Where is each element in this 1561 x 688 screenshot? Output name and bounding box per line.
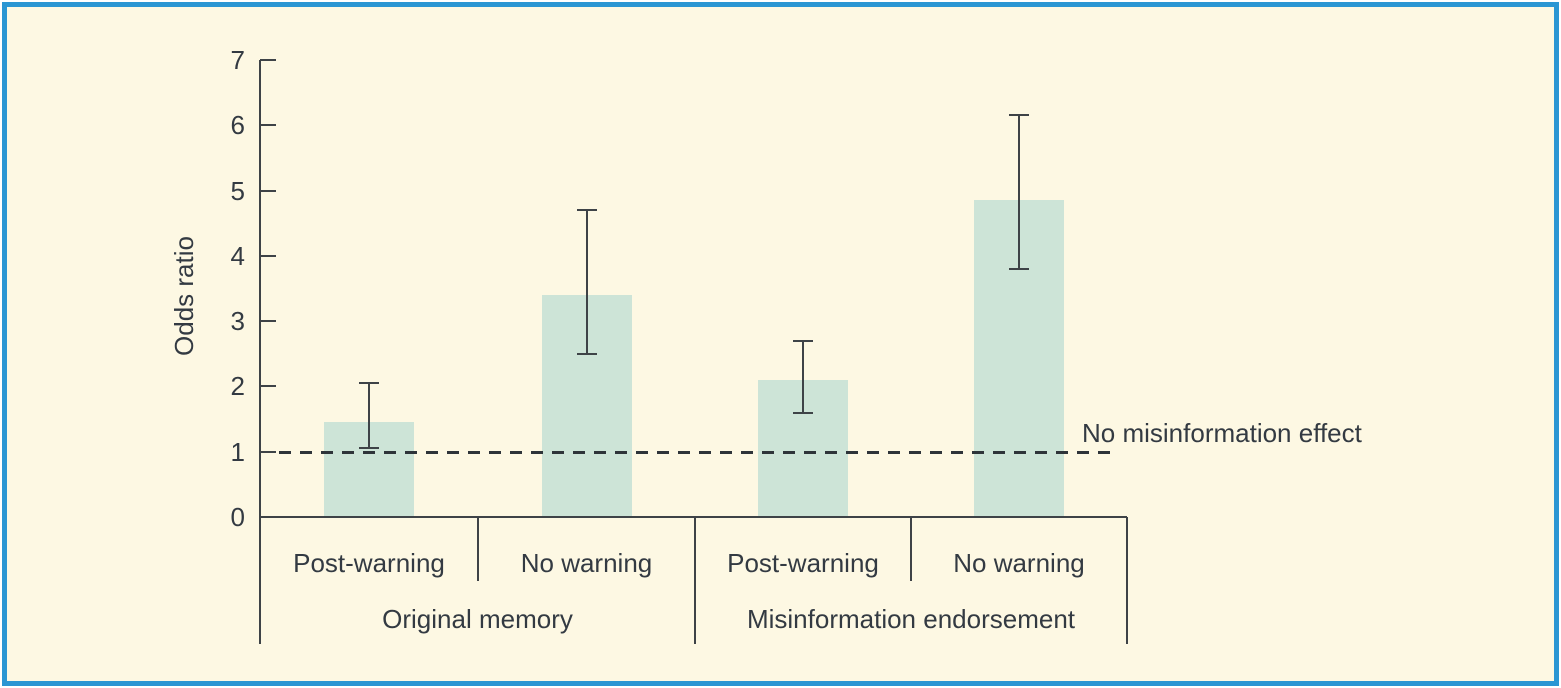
reference-line [279, 450, 1118, 454]
condition-label: No warning [953, 548, 1085, 578]
y-tick-label: 6 [230, 110, 245, 141]
y-axis-label: Odds ratio [169, 236, 199, 356]
error-bar-cap [1009, 267, 1029, 270]
error-bar-cap [793, 339, 813, 342]
y-tick [260, 124, 276, 127]
error-bar-cap [359, 382, 379, 385]
group-separator [694, 517, 696, 644]
group-label: Original memory [382, 604, 573, 634]
error-bar-cap [1009, 114, 1029, 117]
condition-separator [910, 517, 912, 581]
y-tick [260, 320, 276, 323]
y-tick-label: 3 [230, 306, 245, 337]
y-tick-label: 1 [230, 436, 245, 467]
error-bar-line [368, 383, 370, 449]
condition-label: Post-warning [727, 548, 879, 578]
error-bar-line [802, 340, 804, 413]
error-bar-line [585, 210, 588, 354]
x-axis [260, 516, 1127, 518]
y-tick [260, 385, 276, 388]
error-bar-cap [576, 209, 597, 212]
y-tick [260, 254, 276, 257]
condition-label: Post-warning [293, 548, 445, 578]
table-right-border [1126, 517, 1128, 644]
y-axis [259, 60, 261, 644]
y-tick-label: 0 [230, 502, 245, 532]
error-bar-cap [793, 411, 813, 414]
group-label: Misinformation endorsement [746, 604, 1076, 634]
y-tick-label: 7 [230, 44, 245, 75]
y-tick-label: 2 [230, 371, 245, 402]
error-bar-line [1018, 115, 1020, 269]
y-tick-label: 5 [230, 175, 245, 206]
reference-line-label: No misinformation effect [1082, 418, 1362, 448]
y-tick-label: 4 [230, 240, 245, 271]
error-bar-cap [359, 447, 379, 450]
condition-label: No warning [520, 548, 653, 578]
y-tick [260, 450, 276, 453]
y-tick [260, 58, 276, 61]
condition-separator [477, 517, 479, 581]
error-bar-cap [576, 352, 597, 355]
y-tick [260, 189, 276, 192]
